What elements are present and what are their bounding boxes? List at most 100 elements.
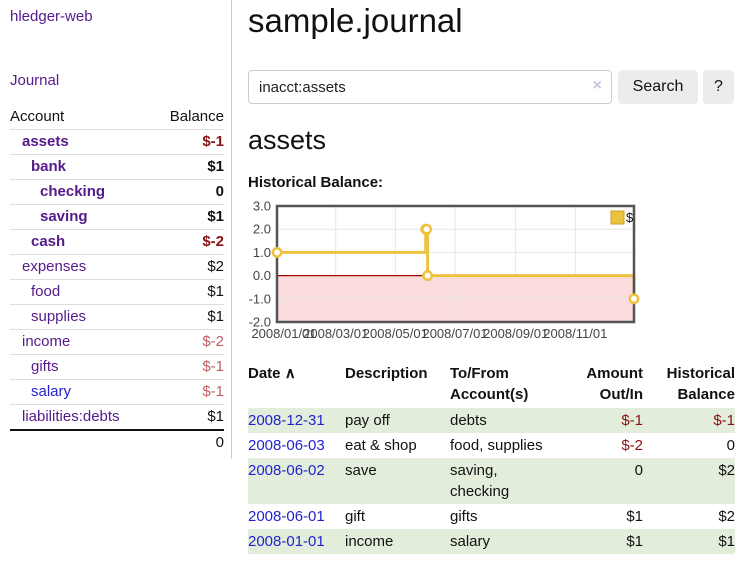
account-balance: $-2 — [202, 233, 224, 250]
transaction-date-link[interactable]: 2008-06-03 — [248, 437, 325, 454]
account-row: bank $1 — [10, 154, 224, 180]
y-tick-label: 1.0 — [253, 245, 271, 260]
account-balance: $2 — [207, 258, 224, 275]
transaction-row: 2008-12-31 pay off debts $-1 $-1 — [248, 408, 735, 433]
y-tick-label: 3.0 — [253, 199, 271, 214]
transaction-amount: $1 — [626, 508, 643, 525]
transaction-balance: $2 — [718, 462, 735, 479]
main-content: sample.journal × Search ? assets Histori… — [248, 0, 742, 582]
sidebar: hledger-web Journal Account Balance asse… — [0, 0, 232, 459]
account-row: expenses $2 — [10, 254, 224, 280]
transaction-row: 2008-06-02 save saving, checking 0 $2 — [248, 458, 735, 504]
header-balance: Historical Balance — [666, 365, 735, 403]
transaction-description: pay off — [345, 412, 390, 429]
header-date[interactable]: Date ∧ — [248, 365, 296, 382]
transaction-amount: $-1 — [621, 412, 643, 429]
transaction-row: 2008-01-01 income salary $1 $1 — [248, 529, 735, 554]
transaction-balance: $1 — [718, 533, 735, 550]
transactions-header-row: Date ∧ Description To/From Account(s) Am… — [248, 361, 735, 408]
transaction-date-link[interactable]: 2008-01-01 — [248, 533, 325, 550]
transaction-balance: $2 — [718, 508, 735, 525]
accounts-total-row: 0 — [10, 429, 224, 455]
header-description: Description — [345, 365, 428, 382]
transaction-balance: $-1 — [713, 412, 735, 429]
header-amount: Amount Out/In — [586, 365, 643, 403]
account-row: food $1 — [10, 279, 224, 305]
transaction-amount: 0 — [634, 462, 643, 479]
help-button[interactable]: ? — [703, 70, 734, 104]
y-tick-label: -1.0 — [249, 291, 271, 306]
account-link[interactable]: expenses — [22, 258, 87, 275]
account-balance: $1 — [207, 208, 224, 225]
search-box: × — [248, 70, 612, 104]
transaction-description: eat & shop — [345, 437, 417, 454]
transaction-accounts: debts — [450, 412, 487, 429]
account-balance: 0 — [215, 183, 224, 200]
y-tick-label: 0.0 — [253, 268, 271, 283]
account-link[interactable]: food — [31, 283, 61, 300]
accounts-total-value: 0 — [153, 429, 224, 455]
search-button[interactable]: Search — [618, 70, 698, 104]
balance-chart[interactable]: $3.0 2.0 1.0 0.0 -1.0 -2.0 2008/01/01 2008/03/0… — [248, 199, 708, 349]
transaction-description: gift — [345, 508, 366, 525]
transaction-row: 2008-06-03 eat & shop food, supplies $-2 0 — [248, 433, 735, 458]
account-link[interactable]: checking — [40, 183, 106, 200]
accounts-header-row: Account Balance — [10, 105, 224, 130]
y-tick-label: 2.0 — [253, 222, 271, 237]
app-title-link[interactable]: hledger-web — [10, 8, 93, 25]
account-link[interactable]: salary — [31, 383, 72, 400]
account-row: saving $1 — [10, 204, 224, 230]
sidebar-item-journal[interactable]: Journal — [10, 72, 60, 89]
accounts-header-balance: Balance — [169, 108, 224, 125]
transaction-accounts: saving, checking — [450, 462, 510, 500]
account-balance: $1 — [207, 308, 224, 325]
account-row: salary $-1 — [10, 379, 224, 405]
data-point[interactable] — [422, 270, 434, 282]
account-balance: $1 — [207, 158, 224, 175]
account-row: supplies $1 — [10, 304, 224, 330]
account-link[interactable]: gifts — [31, 358, 59, 375]
account-link[interactable]: bank — [31, 158, 67, 175]
account-row: gifts $-1 — [10, 354, 224, 380]
x-tick-label: 2008/11/01 — [543, 326, 607, 341]
chart-label: Historical Balance: — [248, 174, 384, 191]
account-balance: $1 — [207, 283, 224, 300]
account-balance: $-2 — [202, 333, 224, 350]
transaction-accounts: gifts — [450, 508, 478, 525]
account-balance: $1 — [207, 408, 224, 425]
account-link[interactable]: supplies — [31, 308, 87, 325]
data-point[interactable] — [628, 293, 640, 305]
account-link[interactable]: income — [22, 333, 71, 350]
account-link[interactable]: saving — [40, 208, 88, 225]
sort-ascending-icon: ∧ — [284, 365, 296, 382]
header-accounts: To/From Account(s) — [450, 365, 529, 403]
clear-search-icon[interactable]: × — [592, 77, 602, 94]
account-balance: $-1 — [202, 133, 224, 150]
account-link[interactable]: liabilities:debts — [22, 408, 120, 425]
transaction-accounts: food, supplies — [450, 437, 543, 454]
plot-border — [275, 204, 636, 324]
transaction-amount: $1 — [626, 533, 643, 550]
search-input[interactable] — [248, 70, 612, 104]
transaction-row: 2008-06-01 gift gifts $1 $2 — [248, 504, 735, 529]
account-row: liabilities:debts $1 — [10, 404, 224, 431]
transaction-date-link[interactable]: 2008-06-02 — [248, 462, 325, 479]
account-link[interactable]: cash — [31, 233, 66, 250]
y-tick-label: -2.0 — [249, 315, 271, 330]
account-balance: $-1 — [202, 383, 224, 400]
account-row: checking 0 — [10, 179, 224, 205]
x-tick-label: 2008/07/01 — [422, 326, 487, 341]
data-point[interactable] — [421, 223, 433, 235]
account-link[interactable]: assets — [22, 133, 69, 150]
legend-label: $ — [626, 210, 634, 225]
account-row: cash $-2 — [10, 229, 224, 255]
data-point[interactable] — [271, 246, 283, 258]
transaction-date-link[interactable]: 2008-12-31 — [248, 412, 325, 429]
transaction-date-link[interactable]: 2008-06-01 — [248, 508, 325, 525]
transaction-description: income — [345, 533, 394, 550]
x-tick-label: 2008/01/01 — [251, 326, 316, 341]
balance-chart-svg[interactable]: $3.0 2.0 1.0 0.0 -1.0 -2.02008/01/012008/03/0… — [248, 199, 708, 349]
account-row: income $-2 — [10, 329, 224, 355]
x-tick-label: 2008/03/01 — [303, 326, 368, 341]
transaction-amount: $-2 — [621, 437, 643, 454]
